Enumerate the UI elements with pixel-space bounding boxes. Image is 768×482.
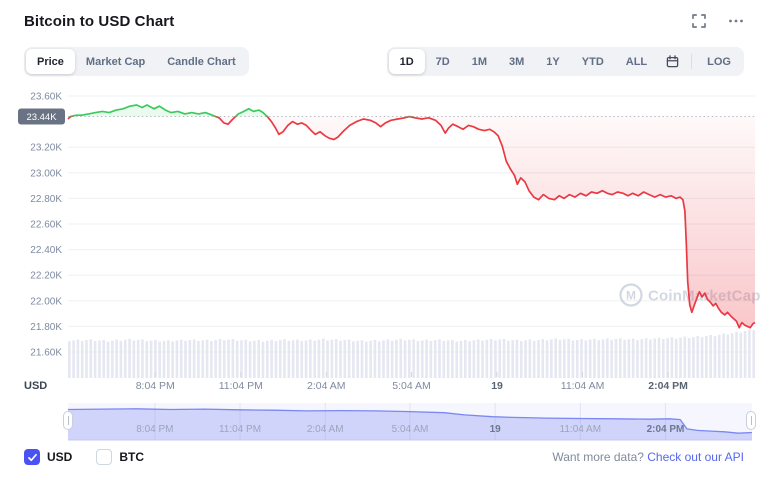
svg-text:22.80K: 22.80K [30, 194, 62, 205]
svg-text:23.00K: 23.00K [30, 168, 62, 179]
range-1d[interactable]: 1D [388, 49, 425, 74]
tab-candle-chart[interactable]: Candle Chart [167, 55, 236, 68]
chart-header: Bitcoin to USD Chart [24, 10, 744, 32]
range-1m[interactable]: 1M [471, 55, 488, 68]
legend-label-btc: BTC [119, 450, 145, 464]
btc-checkbox[interactable] [96, 449, 113, 465]
navigator-left-handle[interactable] [63, 411, 73, 430]
range-7d[interactable]: 7D [435, 55, 450, 68]
svg-text:23.44K: 23.44K [26, 112, 57, 123]
svg-text:19: 19 [490, 424, 502, 435]
svg-text:2:04 PM: 2:04 PM [648, 380, 688, 392]
fullscreen-icon[interactable] [692, 14, 706, 28]
svg-text:23.20K: 23.20K [30, 143, 62, 154]
range-3m[interactable]: 3M [509, 55, 525, 68]
tab-market-cap[interactable]: Market Cap [85, 55, 146, 68]
svg-text:2:04 PM: 2:04 PM [647, 424, 685, 435]
svg-text:11:04 AM: 11:04 AM [560, 424, 602, 435]
page-title: Bitcoin to USD Chart [24, 12, 175, 30]
range-all[interactable]: ALL [625, 55, 648, 68]
svg-text:21.80K: 21.80K [30, 322, 62, 333]
usd-checkbox[interactable] [24, 449, 40, 465]
svg-text:5:04 AM: 5:04 AM [392, 380, 431, 392]
chart-type-tabs: Price Market Cap Candle Chart [24, 47, 249, 76]
svg-text:8:04 PM: 8:04 PM [136, 424, 173, 435]
svg-text:21.60K: 21.60K [30, 348, 62, 359]
legend-label-usd: USD [47, 450, 73, 464]
log-scale-toggle[interactable]: LOG [707, 55, 731, 68]
legend-item-btc[interactable]: BTC [96, 449, 144, 465]
toolbar-divider [691, 54, 693, 69]
svg-text:23.60K: 23.60K [30, 92, 62, 103]
svg-text:2:04 AM: 2:04 AM [307, 424, 344, 435]
more-options-icon[interactable] [728, 14, 744, 28]
tab-price[interactable]: Price [26, 49, 75, 74]
svg-text:22.00K: 22.00K [30, 296, 62, 307]
range-ytd[interactable]: YTD [581, 55, 604, 68]
svg-text:22.40K: 22.40K [30, 245, 62, 256]
calendar-icon[interactable] [658, 49, 687, 74]
svg-text:M: M [626, 289, 636, 303]
svg-text:11:04 PM: 11:04 PM [219, 380, 263, 392]
svg-text:2:04 AM: 2:04 AM [307, 380, 346, 392]
svg-text:11:04 PM: 11:04 PM [219, 424, 261, 435]
api-prompt-text: Want more data? [552, 450, 644, 464]
svg-text:USD: USD [24, 380, 47, 392]
svg-text:19: 19 [491, 380, 503, 392]
currency-legend: USD BTC [24, 449, 144, 465]
svg-text:5:04 AM: 5:04 AM [392, 424, 429, 435]
range-1y[interactable]: 1Y [546, 55, 560, 68]
svg-text:11:04 AM: 11:04 AM [561, 380, 605, 392]
api-link[interactable]: Check out our API [647, 450, 744, 464]
chart-footer: USD BTC Want more data? Check out our AP… [24, 446, 744, 468]
svg-text:8:04 PM: 8:04 PM [136, 380, 175, 392]
navigator-right-handle[interactable] [746, 411, 756, 430]
time-range-selector: 1D 7D 1M 3M 1Y YTD ALL LOG [386, 47, 744, 76]
legend-item-usd[interactable]: USD [24, 449, 72, 465]
chart-toolbar: Price Market Cap Candle Chart 1D 7D 1M 3… [24, 47, 744, 76]
svg-text:22.60K: 22.60K [30, 220, 62, 231]
svg-text:22.20K: 22.20K [30, 271, 62, 282]
